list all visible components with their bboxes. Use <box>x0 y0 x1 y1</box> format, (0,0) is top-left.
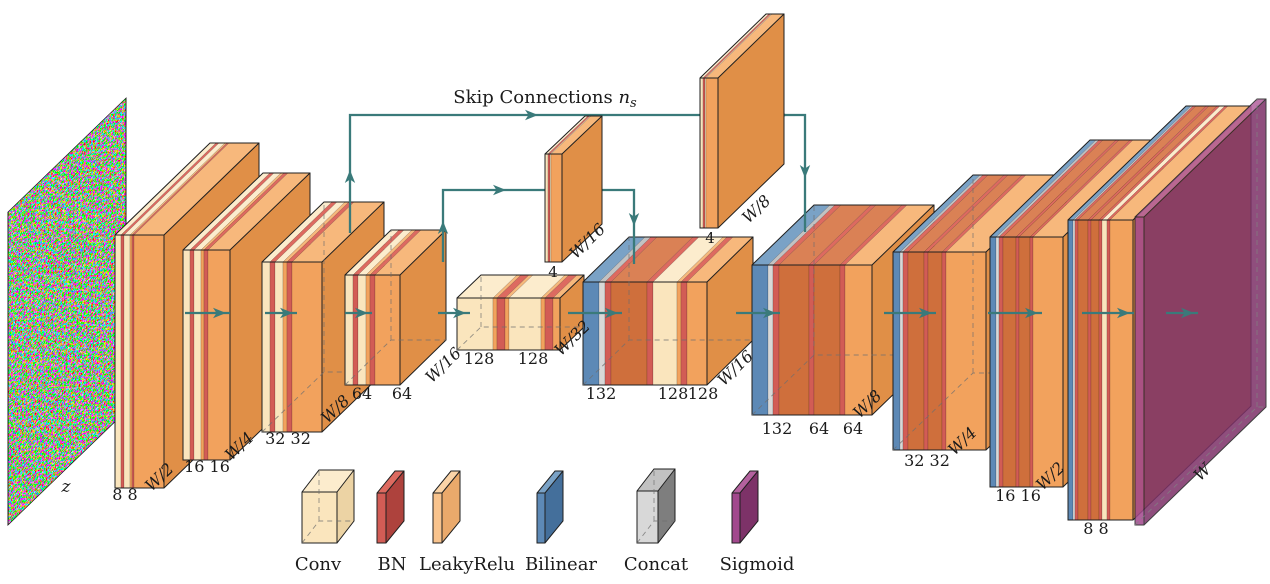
input-noise-image <box>7 97 127 526</box>
arrows-layer <box>185 109 1198 319</box>
legend-leakyrelu-label: LeakyRelu <box>419 554 515 575</box>
arrowhead-icon <box>763 307 776 319</box>
arrowhead-icon <box>1181 307 1194 319</box>
flow-arrow <box>1082 307 1134 319</box>
blocks-layer <box>7 97 1267 526</box>
channels-label: 128 <box>464 349 495 368</box>
flow-arrow <box>988 307 1042 319</box>
channels-label: 64 <box>392 384 412 403</box>
channels-label: 8 8 <box>1083 519 1108 538</box>
flow-arrow <box>736 307 780 319</box>
arrowhead-icon <box>799 165 811 178</box>
arrowhead-icon <box>1117 307 1130 319</box>
channels-label: 4 <box>548 263 558 281</box>
flow-arrow <box>185 307 230 319</box>
flow-arrow <box>1166 307 1198 319</box>
channels-label: 128 <box>658 384 689 403</box>
skip-slab-2 <box>699 13 785 229</box>
output-sigmoid <box>1134 98 1267 526</box>
flow-arrow <box>568 307 622 319</box>
skip-connection-line <box>437 184 640 264</box>
channels-label: 132 <box>586 384 617 403</box>
channels-label: 128 <box>688 384 719 403</box>
channels-label: 32 32 <box>904 451 950 470</box>
channels-label: 4 <box>705 229 715 247</box>
legend-bilinear-label: Bilinear <box>525 554 597 575</box>
channels-label: 64 <box>843 419 863 438</box>
legend-conv-label: Conv <box>295 554 342 575</box>
encoder-block-4 <box>344 229 447 386</box>
input-label: z <box>61 477 72 497</box>
decoder-block-1 <box>582 236 754 386</box>
channels-label: 8 8 <box>112 485 137 504</box>
channels-label: 64 <box>352 384 372 403</box>
flow-arrow <box>265 307 297 319</box>
arrowhead-icon <box>919 307 932 319</box>
skip-slab-1 <box>544 115 603 263</box>
legend-concat-label: Concat <box>624 554 689 575</box>
channels-label: 64 <box>809 419 829 438</box>
legend-sigmoid-icon <box>731 470 759 544</box>
arrowhead-icon <box>344 170 356 183</box>
arrowhead-icon <box>355 307 368 319</box>
legend-bn-label: BN <box>378 554 407 575</box>
legend-concat-icon <box>636 468 676 544</box>
skip-connections-title: Skip Connections ns <box>453 87 637 111</box>
channels-label: 16 16 <box>995 486 1041 505</box>
arrowhead-icon <box>493 184 506 196</box>
arrowhead-icon <box>213 307 226 319</box>
legend-layer <box>301 468 759 544</box>
arrowhead-icon <box>453 307 466 319</box>
legend-conv-icon <box>301 469 355 544</box>
legend-bilinear-icon <box>536 470 564 544</box>
arrowhead-icon <box>1025 307 1038 319</box>
legend-sigmoid-label: Sigmoid <box>720 554 795 575</box>
encoder-block-3 <box>261 201 385 433</box>
arrowhead-icon <box>280 307 293 319</box>
channels-label: 16 16 <box>184 457 230 476</box>
channels-label: 32 32 <box>265 429 311 448</box>
channels-label: 132 <box>762 419 793 438</box>
arrowhead-icon <box>605 307 618 319</box>
arrowhead-icon <box>628 213 640 226</box>
arrowhead-icon <box>525 109 538 121</box>
legend-leakyrelu-icon <box>432 470 461 544</box>
arrowhead-icon <box>437 221 449 234</box>
skip-slabs-layer <box>544 13 785 263</box>
flow-arrow <box>884 307 936 319</box>
legend-bn-icon <box>376 470 405 544</box>
channels-label: 128 <box>518 349 549 368</box>
flow-arrow <box>345 307 372 319</box>
flow-arrow <box>438 307 470 319</box>
